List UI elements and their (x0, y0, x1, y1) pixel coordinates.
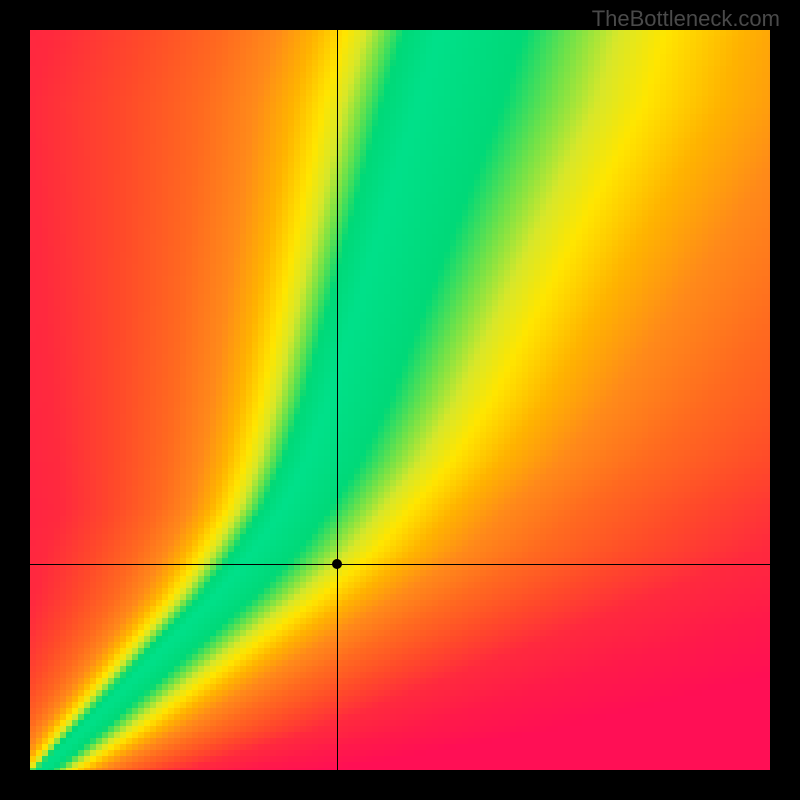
crosshair-dot (332, 559, 342, 569)
heatmap-plot (30, 30, 770, 770)
crosshair-horizontal (30, 564, 770, 565)
heatmap-canvas (30, 30, 770, 770)
watermark-text: TheBottleneck.com (592, 6, 780, 32)
crosshair-vertical (337, 30, 338, 770)
